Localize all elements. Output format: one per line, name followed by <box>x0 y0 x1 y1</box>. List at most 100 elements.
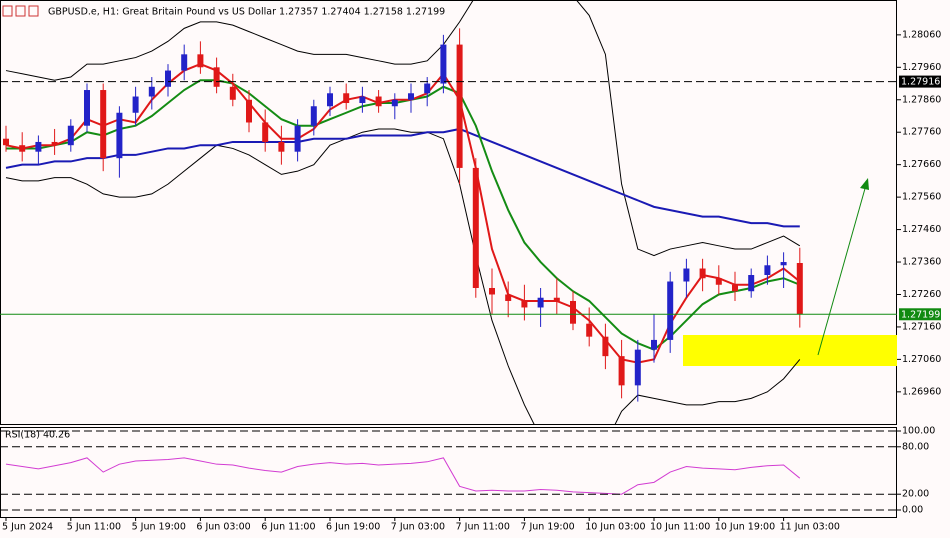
y-tick-label: 1.27760 <box>902 127 941 138</box>
candle-body <box>391 99 398 107</box>
candle-body <box>553 297 560 301</box>
candle-body <box>699 268 706 279</box>
x-tick-label: 5 Jun 2024 <box>2 522 53 533</box>
h-line-label-box <box>899 75 941 88</box>
h-line-label: 1.27916 <box>901 77 940 88</box>
candle-body <box>213 67 220 87</box>
candle-body <box>148 86 155 97</box>
candle-body <box>732 284 738 292</box>
candle-body <box>278 141 285 152</box>
y-tick-label: 80.00 <box>902 441 929 452</box>
candle-body <box>35 141 42 152</box>
candle-body <box>327 93 333 107</box>
candle-body <box>570 300 576 324</box>
icon <box>28 5 39 17</box>
candle-body <box>19 145 26 152</box>
overlay-line <box>5 128 801 424</box>
candle-body <box>310 106 317 126</box>
x-tick-label: 5 Jun 11:00 <box>67 522 121 533</box>
icon <box>15 5 26 17</box>
y-tick-label: 1.27060 <box>902 354 941 365</box>
candle-body <box>51 141 58 146</box>
candle-body <box>780 262 787 266</box>
candle-body <box>181 54 188 71</box>
candle-body <box>343 93 350 104</box>
main-frame <box>0 0 897 425</box>
rsi-line <box>5 457 801 495</box>
candle-body <box>715 278 722 285</box>
x-tick-label: 7 Jun 03:00 <box>391 522 445 533</box>
axes: 1.26960 1.27060 1.27160 1.27260 1.27360 1.274… <box>0 29 941 533</box>
x-tick-label: 10 Jun 11:00 <box>650 522 710 533</box>
y-tick-label: 1.27560 <box>902 192 941 203</box>
candle-body <box>618 356 625 386</box>
candle-body <box>667 281 674 340</box>
arrow-head <box>860 178 869 190</box>
x-tick-label: 7 Jun 11:00 <box>456 522 510 533</box>
candle-body <box>748 275 755 292</box>
x-tick-label: 5 Jun 19:00 <box>132 522 186 533</box>
candle-body <box>3 138 9 146</box>
candle-body <box>586 323 593 337</box>
candle-body <box>84 90 90 126</box>
y-tick-label: 1.27160 <box>902 321 941 332</box>
arrow-line <box>817 184 867 356</box>
x-tick-label: 6 Jun 19:00 <box>326 522 380 533</box>
y-tick-label: 1.27360 <box>902 257 941 268</box>
rsi-frame <box>0 427 897 518</box>
candle-body <box>602 336 609 357</box>
candle-body <box>796 263 803 315</box>
y-tick-label: 1.27960 <box>902 62 941 73</box>
overlay-line <box>5 0 801 257</box>
candle-body <box>294 125 301 152</box>
candle-body <box>683 268 690 282</box>
candle-body <box>456 44 463 168</box>
overlay-line <box>5 127 800 228</box>
y-tick-label: 1.28060 <box>902 29 941 40</box>
x-tick-label: 7 Jun 19:00 <box>520 522 574 533</box>
candle-body <box>440 44 447 84</box>
y-tick-label: 1.27460 <box>902 224 941 235</box>
candle-body <box>67 125 74 146</box>
candle-body <box>100 90 107 159</box>
y-tick-label: 1.27260 <box>902 289 941 300</box>
candle-body <box>375 96 382 107</box>
y-tick-label: 1.26960 <box>902 386 941 397</box>
candle-body <box>408 93 414 100</box>
y-tick-label: 100.00 <box>902 426 935 437</box>
zone <box>683 335 897 366</box>
candle-body <box>634 349 641 386</box>
x-tick-label: 6 Jun 03:00 <box>196 522 250 533</box>
candle-body <box>489 287 495 295</box>
x-tick-label: 6 Jun 11:00 <box>261 522 315 533</box>
h-line-label-box <box>899 308 941 321</box>
y-tick-label: 1.27860 <box>902 94 941 105</box>
candle-body <box>521 300 528 308</box>
h-line-label: 1.27199 <box>901 309 940 320</box>
chart-title: GBPUSD.e, H1: Great Britain Pound vs US … <box>48 7 445 18</box>
candle-body <box>764 265 771 276</box>
candle-body <box>424 83 431 94</box>
x-tick-label: 11 Jun 03:00 <box>780 522 840 533</box>
y-tick-label: 1.27660 <box>902 159 941 170</box>
candle-body <box>116 112 123 159</box>
candle-body <box>505 294 512 301</box>
main-panel <box>3 0 803 424</box>
y-tick-label: 0.00 <box>902 505 923 516</box>
icon <box>2 5 13 17</box>
candle-body <box>537 297 544 308</box>
candle-body <box>197 54 204 68</box>
candle-body <box>246 99 252 123</box>
candle-body <box>229 86 236 100</box>
rsi-panel <box>5 457 801 495</box>
rsi-title: RSI(18) 40.26 <box>5 430 70 441</box>
candle-body <box>165 70 171 87</box>
candle-body <box>359 96 366 104</box>
x-tick-label: 10 Jun 03:00 <box>585 522 645 533</box>
candle-body <box>132 96 139 113</box>
candle-body <box>472 167 479 288</box>
y-tick-label: 20.00 <box>902 489 929 500</box>
x-tick-label: 10 Jun 19:00 <box>715 522 775 533</box>
candle-body <box>262 122 269 142</box>
